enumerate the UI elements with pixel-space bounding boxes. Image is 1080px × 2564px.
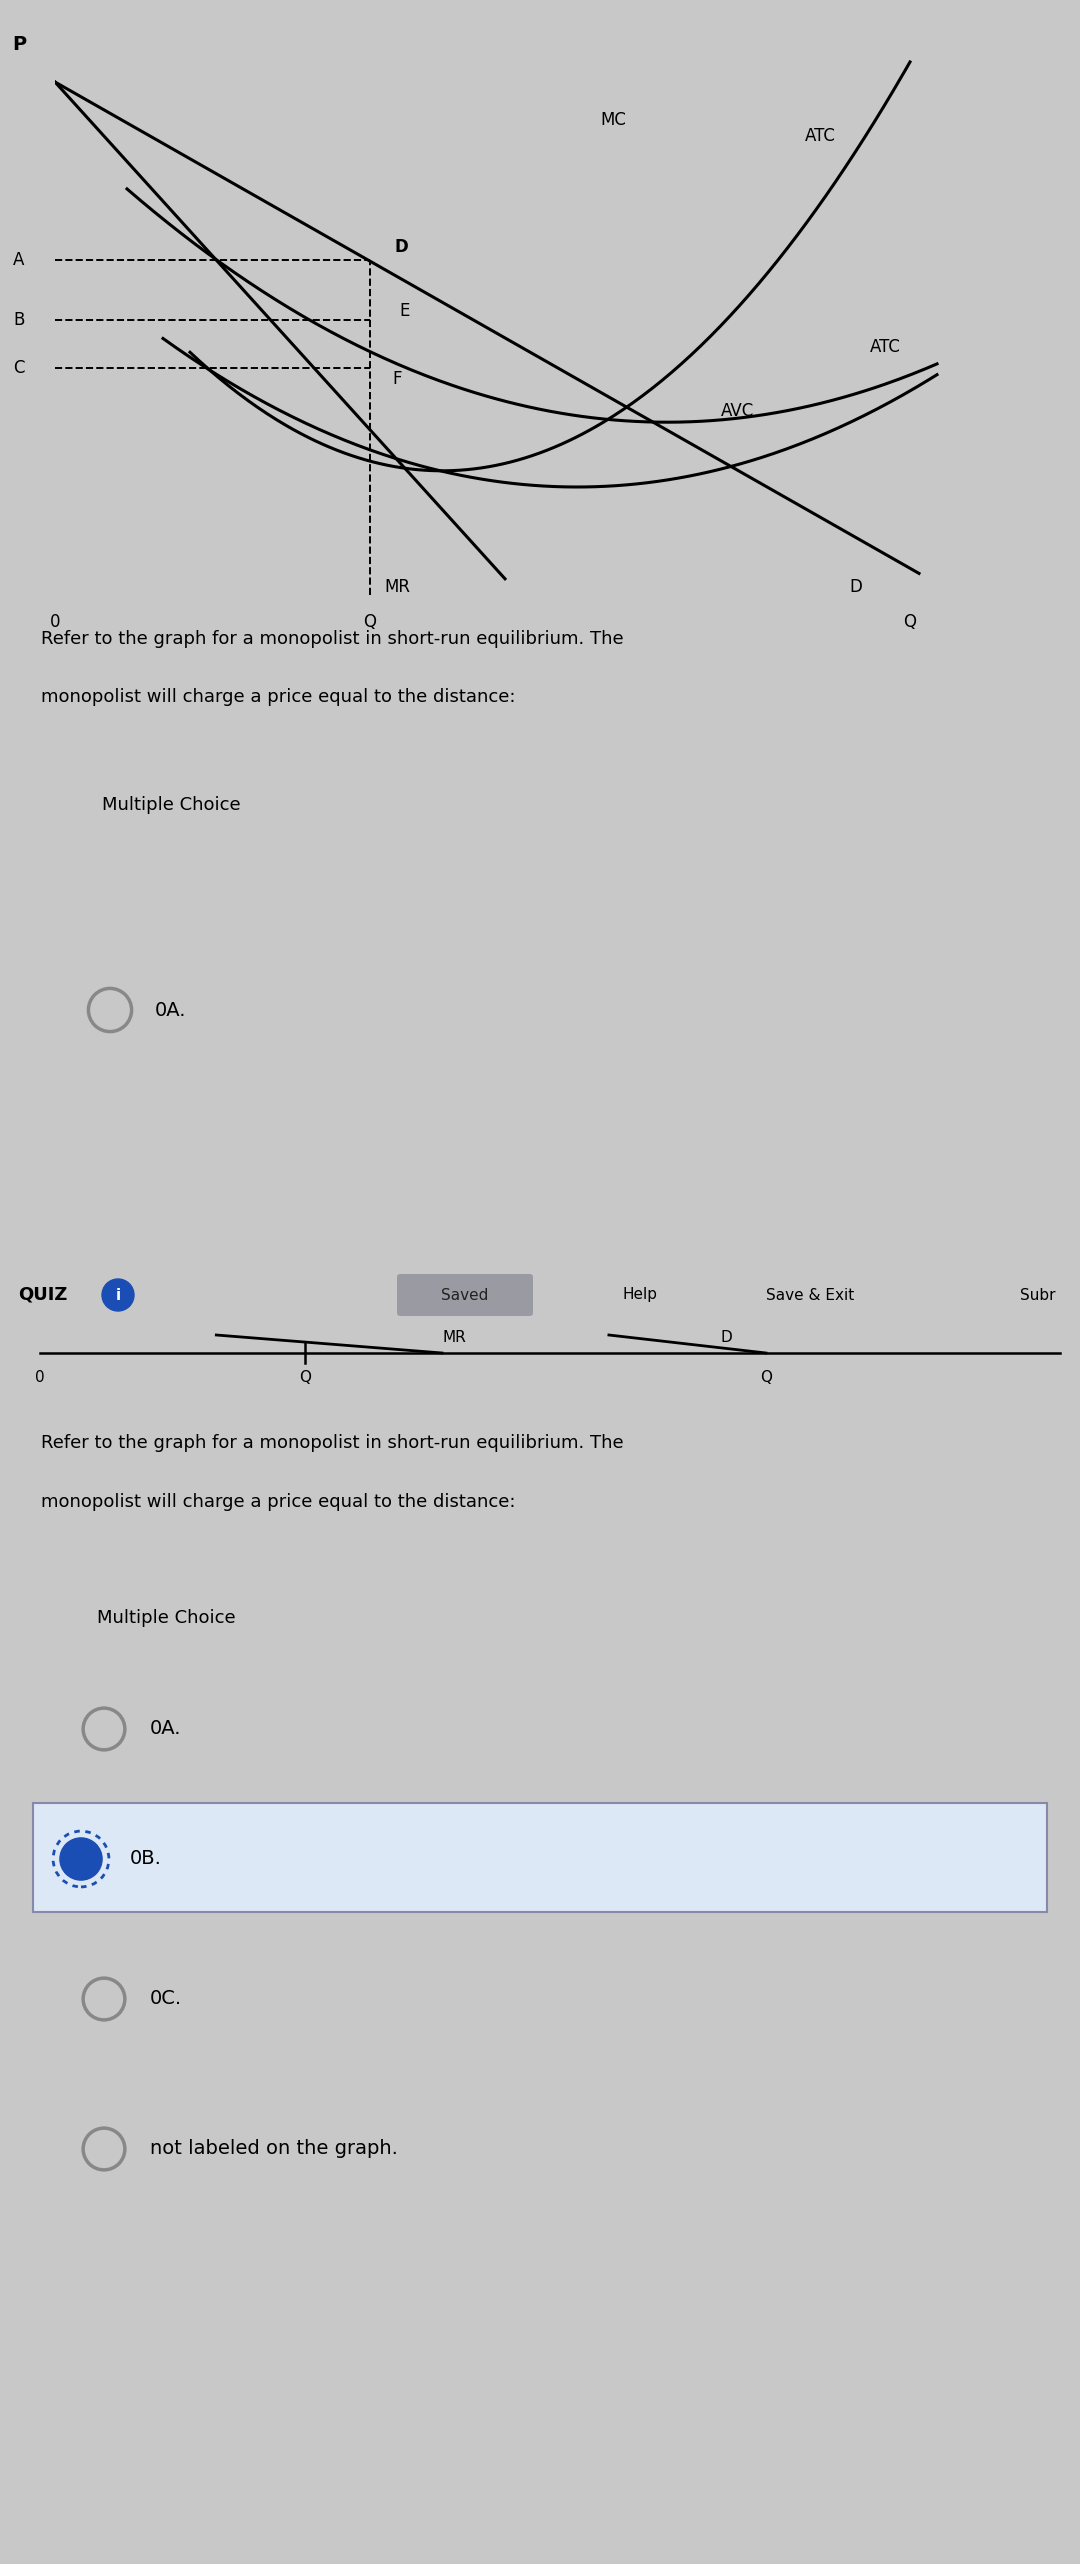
Circle shape <box>59 1838 103 1879</box>
Text: E: E <box>399 303 409 320</box>
Text: Q: Q <box>364 613 377 631</box>
Text: D: D <box>394 238 408 256</box>
Text: Help: Help <box>622 1287 658 1303</box>
Text: MR: MR <box>442 1331 465 1344</box>
Text: 0A.: 0A. <box>150 1720 181 1738</box>
Text: Q: Q <box>904 613 917 631</box>
Text: Subr: Subr <box>1020 1287 1055 1303</box>
Text: P: P <box>12 36 26 54</box>
Text: 0: 0 <box>35 1372 44 1385</box>
Text: AVC: AVC <box>721 403 754 420</box>
Text: MR: MR <box>384 577 410 595</box>
Text: C: C <box>13 359 25 377</box>
Text: F: F <box>392 369 402 387</box>
Text: D: D <box>720 1331 732 1344</box>
Text: Save & Exit: Save & Exit <box>766 1287 854 1303</box>
Text: Saved: Saved <box>442 1287 488 1303</box>
Text: ATC: ATC <box>869 338 901 356</box>
Text: 0C.: 0C. <box>150 1990 183 2008</box>
FancyBboxPatch shape <box>397 1274 534 1315</box>
Text: 0A.: 0A. <box>156 1000 187 1020</box>
Circle shape <box>102 1279 134 1310</box>
Text: monopolist will charge a price equal to the distance:: monopolist will charge a price equal to … <box>41 1492 516 1510</box>
Text: i: i <box>116 1287 121 1303</box>
Text: 0B.: 0B. <box>130 1849 162 1869</box>
Text: 0: 0 <box>50 613 60 631</box>
Text: Refer to the graph for a monopolist in short-run equilibrium. The: Refer to the graph for a monopolist in s… <box>41 631 624 649</box>
Text: not labeled on the graph.: not labeled on the graph. <box>150 2138 397 2159</box>
FancyBboxPatch shape <box>33 1802 1047 1913</box>
Text: Q: Q <box>299 1372 311 1385</box>
Text: Multiple Choice: Multiple Choice <box>97 1608 235 1626</box>
Text: MC: MC <box>600 110 626 128</box>
Text: ATC: ATC <box>805 128 836 146</box>
Text: Refer to the graph for a monopolist in short-run equilibrium. The: Refer to the graph for a monopolist in s… <box>41 1433 624 1451</box>
Text: Q: Q <box>760 1372 772 1385</box>
Text: A: A <box>13 251 25 269</box>
Text: B: B <box>13 310 25 328</box>
Text: Multiple Choice: Multiple Choice <box>103 795 241 813</box>
Text: monopolist will charge a price equal to the distance:: monopolist will charge a price equal to … <box>41 687 516 705</box>
Text: QUIZ: QUIZ <box>18 1287 67 1305</box>
Text: D: D <box>850 577 863 595</box>
